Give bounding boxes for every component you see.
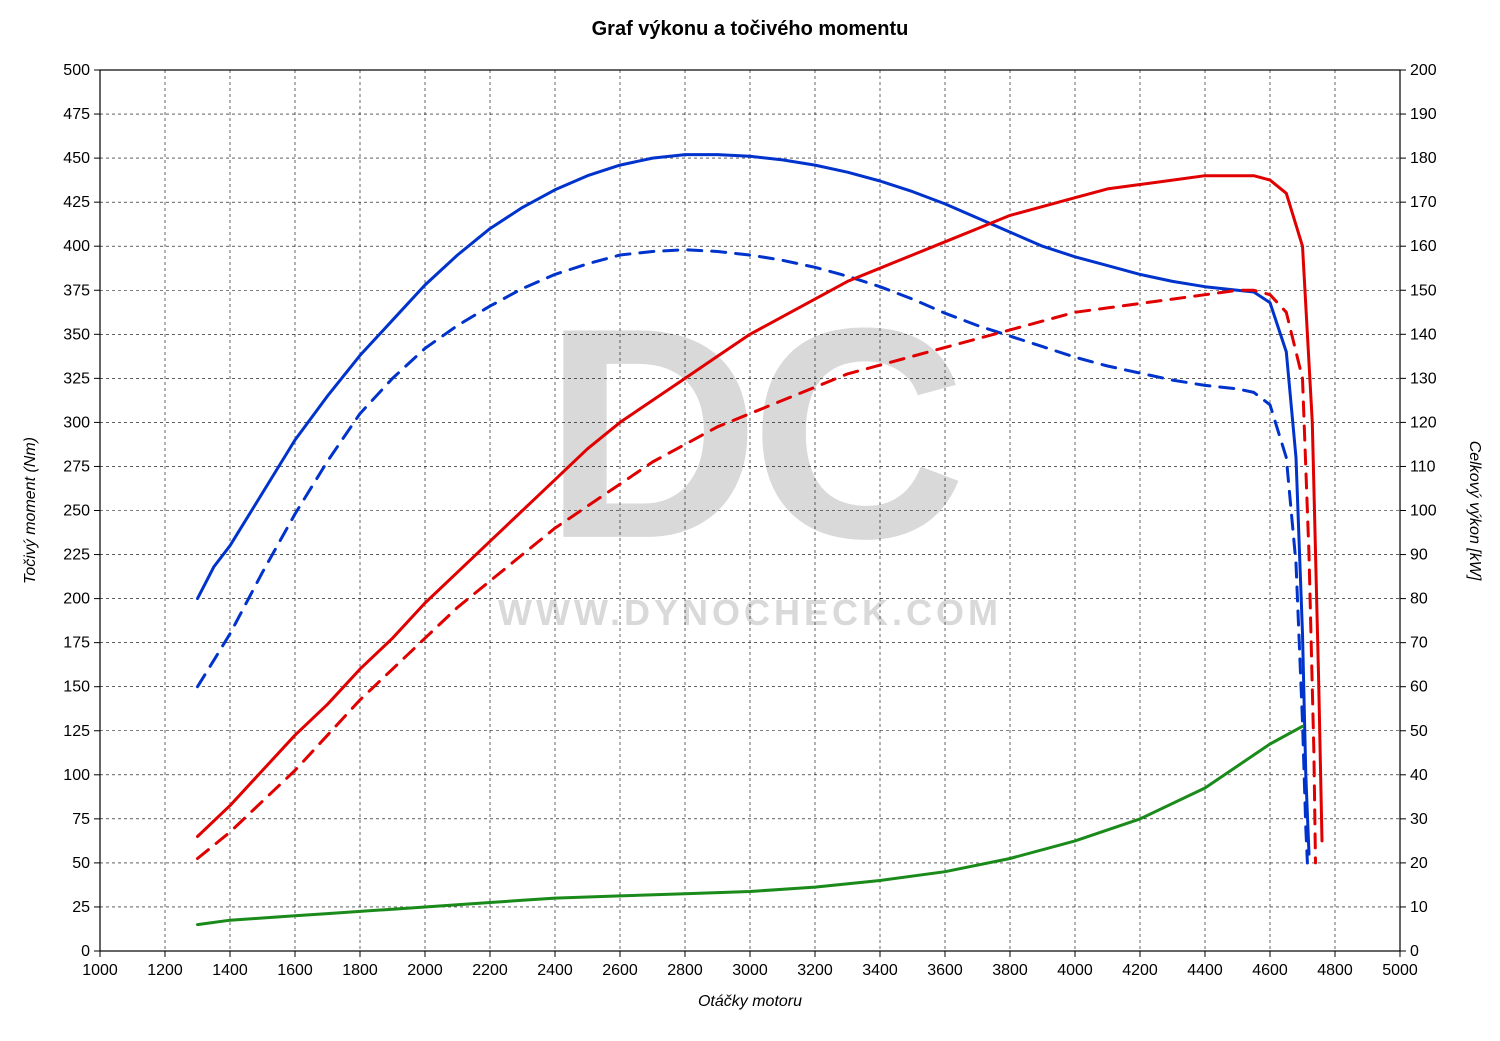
yl-tick-label: 375 xyxy=(63,282,90,299)
yr-tick-label: 80 xyxy=(1410,591,1428,608)
x-tick-label: 2400 xyxy=(537,962,573,979)
yl-tick-label: 0 xyxy=(81,943,90,960)
yl-tick-label: 250 xyxy=(63,503,90,520)
yr-tick-label: 110 xyxy=(1410,458,1436,475)
yr-tick-label: 90 xyxy=(1410,547,1428,564)
x-tick-label: 2200 xyxy=(472,962,508,979)
yr-tick-label: 190 xyxy=(1410,106,1437,123)
yr-tick-label: 170 xyxy=(1410,194,1437,211)
x-tick-label: 3800 xyxy=(992,962,1028,979)
yr-tick-label: 180 xyxy=(1410,150,1437,167)
x-tick-label: 2800 xyxy=(667,962,703,979)
yl-tick-label: 100 xyxy=(63,767,90,784)
yr-tick-label: 20 xyxy=(1410,855,1428,872)
x-tick-label: 4200 xyxy=(1122,962,1158,979)
yr-tick-label: 100 xyxy=(1410,503,1437,520)
yl-tick-label: 150 xyxy=(63,679,90,696)
x-tick-label: 3400 xyxy=(862,962,898,979)
x-tick-label: 1600 xyxy=(277,962,313,979)
x-tick-label: 2600 xyxy=(602,962,638,979)
x-tick-label: 4400 xyxy=(1187,962,1223,979)
yl-tick-label: 225 xyxy=(63,547,90,564)
x-tick-label: 3600 xyxy=(927,962,963,979)
yr-tick-label: 70 xyxy=(1410,635,1428,652)
x-tick-label: 3200 xyxy=(797,962,833,979)
yl-tick-label: 450 xyxy=(63,150,90,167)
yl-tick-label: 350 xyxy=(63,326,90,343)
x-tick-label: 5000 xyxy=(1382,962,1418,979)
x-tick-label: 3000 xyxy=(732,962,768,979)
yr-tick-label: 140 xyxy=(1410,326,1437,343)
yl-tick-label: 500 xyxy=(63,62,90,79)
yr-tick-label: 150 xyxy=(1410,282,1437,299)
x-tick-label: 4000 xyxy=(1057,962,1093,979)
y-right-axis-label: Celkový výkon [kW] xyxy=(1466,441,1483,581)
yr-tick-label: 10 xyxy=(1410,899,1428,916)
yl-tick-label: 475 xyxy=(63,106,90,123)
yl-tick-label: 275 xyxy=(63,458,90,475)
yl-tick-label: 200 xyxy=(63,591,90,608)
yr-tick-label: 130 xyxy=(1410,370,1437,387)
yr-tick-label: 120 xyxy=(1410,414,1437,431)
yr-tick-label: 50 xyxy=(1410,723,1428,740)
x-tick-label: 1800 xyxy=(342,962,378,979)
yl-tick-label: 125 xyxy=(63,723,90,740)
yl-tick-label: 75 xyxy=(72,811,90,828)
yl-tick-label: 325 xyxy=(63,370,90,387)
yl-tick-label: 25 xyxy=(72,899,90,916)
yr-tick-label: 0 xyxy=(1410,943,1419,960)
x-axis-label: Otáčky motoru xyxy=(698,993,802,1010)
yl-tick-label: 425 xyxy=(63,194,90,211)
yr-tick-label: 30 xyxy=(1410,811,1428,828)
x-tick-label: 1000 xyxy=(82,962,118,979)
dyno-chart: DCWWW.DYNOCHECK.COM100012001400160018002… xyxy=(0,0,1500,1041)
yl-tick-label: 50 xyxy=(72,855,90,872)
yr-tick-label: 40 xyxy=(1410,767,1428,784)
y-left-axis-label: Točivý moment (Nm) xyxy=(22,437,39,584)
x-tick-label: 4600 xyxy=(1252,962,1288,979)
x-tick-label: 2000 xyxy=(407,962,443,979)
yl-tick-label: 300 xyxy=(63,414,90,431)
x-tick-label: 4800 xyxy=(1317,962,1353,979)
yl-tick-label: 400 xyxy=(63,238,90,255)
grid xyxy=(100,70,1400,951)
yl-tick-label: 175 xyxy=(63,635,90,652)
x-tick-label: 1200 xyxy=(147,962,183,979)
yr-tick-label: 60 xyxy=(1410,679,1428,696)
x-tick-label: 1400 xyxy=(212,962,248,979)
yr-tick-label: 200 xyxy=(1410,62,1437,79)
chart-title: Graf výkonu a točivého momentu xyxy=(592,18,909,40)
yr-tick-label: 160 xyxy=(1410,238,1437,255)
